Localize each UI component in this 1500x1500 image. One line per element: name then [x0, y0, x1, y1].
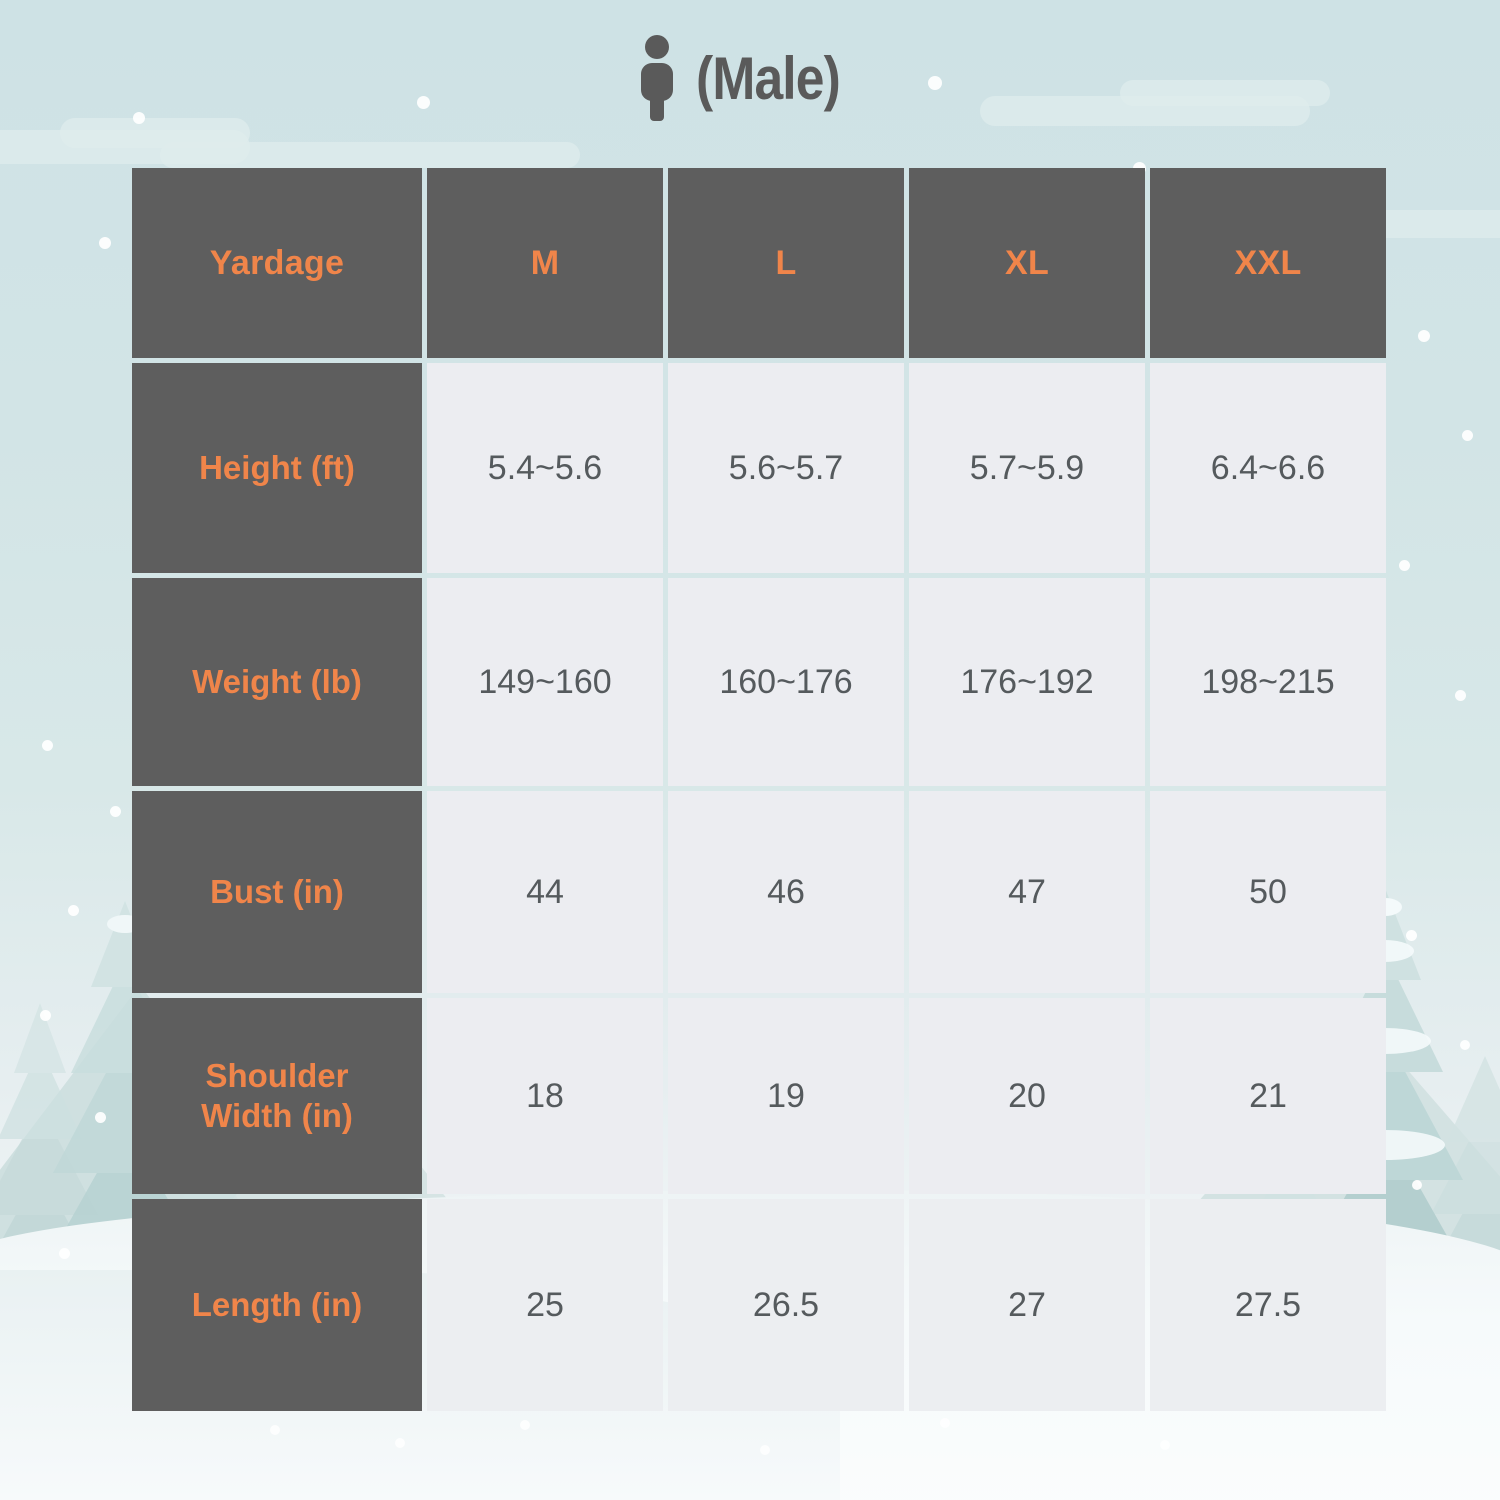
snowflake — [760, 1445, 770, 1455]
row-label-shoulder-width: Shoulder Width (in) — [132, 998, 422, 1194]
row-label-shoulder-line1: Shoulder — [205, 1056, 349, 1094]
cell-weight-m: 149~160 — [427, 578, 663, 786]
table-row: Length (in) 25 26.5 27 27.5 — [132, 1199, 1386, 1411]
snowflake — [1406, 930, 1417, 941]
table-row: Shoulder Width (in) 18 19 20 21 — [132, 998, 1386, 1194]
page-title: (Male) — [0, 35, 1500, 121]
snowflake — [1399, 560, 1410, 571]
cell-height-l: 5.6~5.7 — [668, 363, 904, 573]
row-label-height: Height (ft) — [132, 363, 422, 573]
snowflake — [59, 1248, 70, 1259]
column-header-yardage: Yardage — [132, 168, 422, 358]
cell-bust-m: 44 — [427, 791, 663, 993]
cell-shoulder-xl: 20 — [909, 998, 1145, 1194]
row-label-bust: Bust (in) — [132, 791, 422, 993]
cell-bust-xxl: 50 — [1150, 791, 1386, 993]
page-title-text: (Male) — [696, 44, 841, 112]
cell-length-xxl: 27.5 — [1150, 1199, 1386, 1411]
snowflake — [99, 237, 111, 249]
snowflake — [40, 1010, 51, 1021]
snowflake — [1160, 1440, 1170, 1450]
row-label-weight: Weight (lb) — [132, 578, 422, 786]
pine-tree-icon — [0, 1003, 120, 1335]
snowflake — [520, 1420, 530, 1430]
pine-tree-icon — [1410, 1000, 1500, 1330]
cell-length-l: 26.5 — [668, 1199, 904, 1411]
male-person-icon — [641, 35, 674, 121]
column-header-l: L — [668, 168, 904, 358]
snowflake — [1418, 330, 1430, 342]
snowflake — [42, 740, 53, 751]
snowflake — [95, 1112, 106, 1123]
snowflake — [1460, 1040, 1470, 1050]
table-row: Height (ft) 5.4~5.6 5.6~5.7 5.7~5.9 6.4~… — [132, 363, 1386, 573]
cell-shoulder-m: 18 — [427, 998, 663, 1194]
column-header-xxl: XXL — [1150, 168, 1386, 358]
cell-shoulder-xxl: 21 — [1150, 998, 1386, 1194]
snowflake — [1462, 430, 1473, 441]
cell-weight-l: 160~176 — [668, 578, 904, 786]
cell-weight-xxl: 198~215 — [1150, 578, 1386, 786]
cell-length-m: 25 — [427, 1199, 663, 1411]
cell-height-xl: 5.7~5.9 — [909, 363, 1145, 573]
column-header-xl: XL — [909, 168, 1145, 358]
cell-length-xl: 27 — [909, 1199, 1145, 1411]
table-row: Bust (in) 44 46 47 50 — [132, 791, 1386, 993]
cell-bust-xl: 47 — [909, 791, 1145, 993]
table-header-row: Yardage M L XL XXL — [132, 168, 1386, 358]
snowflake — [395, 1438, 405, 1448]
cell-shoulder-l: 19 — [668, 998, 904, 1194]
snowflake — [110, 806, 121, 817]
cell-height-m: 5.4~5.6 — [427, 363, 663, 573]
snowflake — [68, 905, 79, 916]
column-header-m: M — [427, 168, 663, 358]
cell-weight-xl: 176~192 — [909, 578, 1145, 786]
cloud-shape — [0, 130, 250, 164]
row-label-shoulder-line2: Width (in) — [201, 1097, 353, 1134]
cell-bust-l: 46 — [668, 791, 904, 993]
cloud-shape — [60, 118, 250, 148]
row-label-length: Length (in) — [132, 1199, 422, 1411]
snowflake — [270, 1425, 280, 1435]
snowflake — [1412, 1180, 1422, 1190]
size-chart-table: Yardage M L XL XXL Height (ft) 5.4~5.6 5… — [127, 163, 1391, 1416]
cell-height-xxl: 6.4~6.6 — [1150, 363, 1386, 573]
table-row: Weight (lb) 149~160 160~176 176~192 198~… — [132, 578, 1386, 786]
snowflake — [1455, 690, 1466, 701]
snowflake — [940, 1418, 950, 1428]
